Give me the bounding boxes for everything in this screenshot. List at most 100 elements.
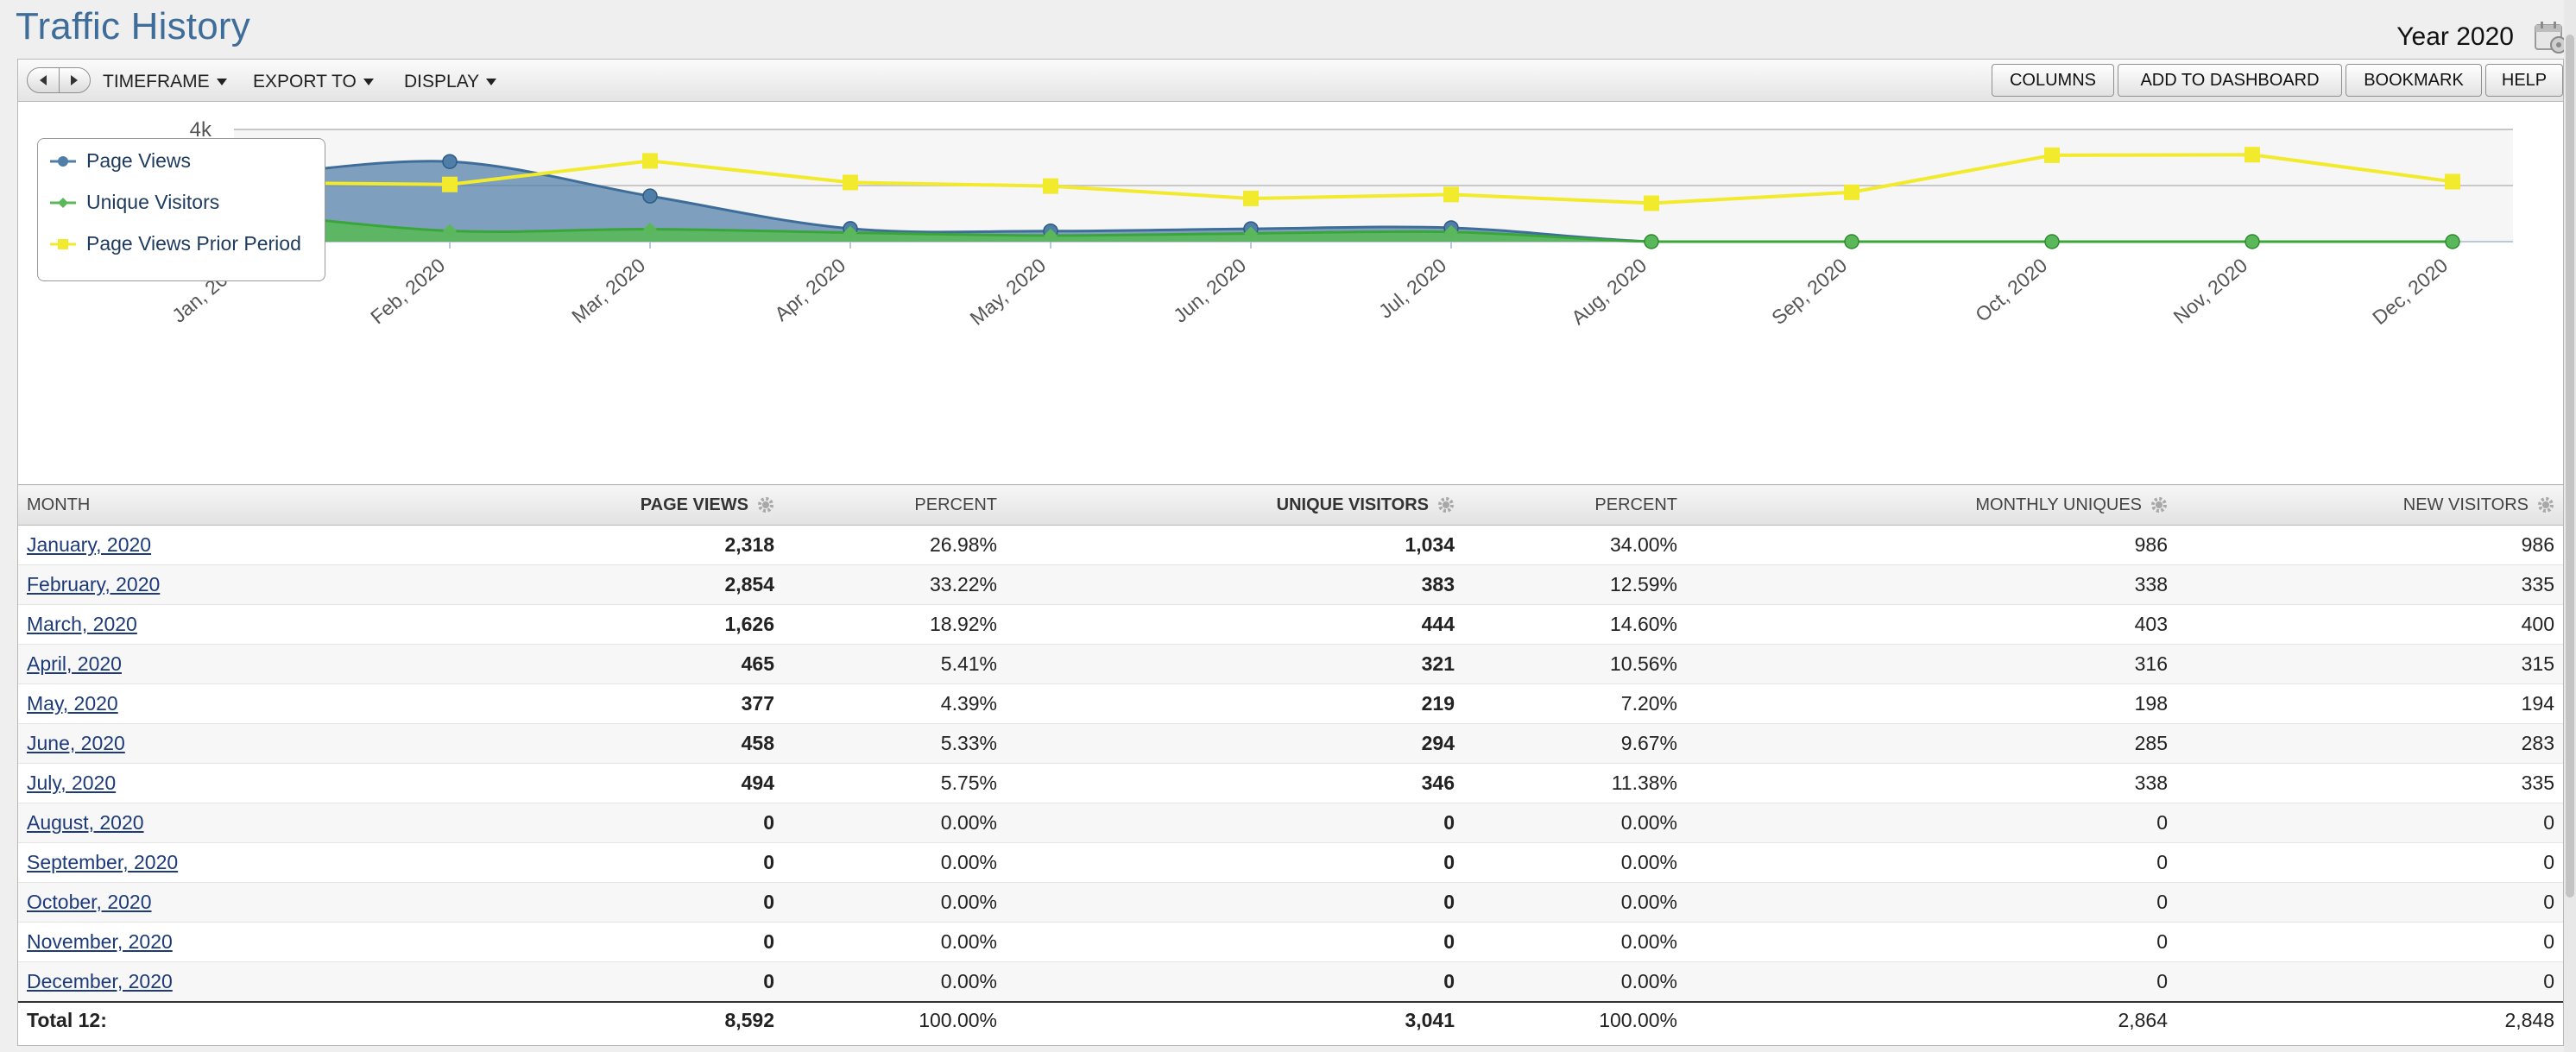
column-header-label: MONTH <box>27 495 91 514</box>
month-link[interactable]: August, 2020 <box>27 811 144 834</box>
bookmark-button[interactable]: BOOKMARK <box>2346 64 2482 97</box>
unique-visitors-point[interactable] <box>1044 228 1058 243</box>
table-total-row: Total 12: 8,592 100.00% 3,041 100.00% 2,… <box>18 1001 2563 1037</box>
prior-period-point[interactable] <box>843 174 858 191</box>
month-link[interactable]: February, 2020 <box>27 573 161 595</box>
unique-visitors-cell: 321 <box>1006 644 1463 684</box>
x-tick-label: Dec, 2020 <box>2368 254 2452 329</box>
chart-legend: Page Views Unique Visitors Page Views Pr… <box>37 138 325 281</box>
legend-item-page-views-prior-period[interactable]: Page Views Prior Period <box>50 232 301 255</box>
next-period-button[interactable] <box>59 68 90 92</box>
x-tick-label: Mar, 2020 <box>567 254 649 328</box>
column-header-label: NEW VISITORS <box>2402 495 2529 514</box>
unique-visitors-point[interactable] <box>2245 234 2260 249</box>
gear-icon[interactable] <box>1437 496 1455 513</box>
new-visitors-cell: 400 <box>2176 604 2563 645</box>
new-visitors-cell: 0 <box>2176 882 2563 923</box>
page-views-cell: 494 <box>346 763 783 803</box>
calendar-icon[interactable] <box>2533 19 2567 54</box>
prior-period-point[interactable] <box>1844 184 1859 200</box>
page-scrollbar[interactable] <box>2564 0 2576 1052</box>
monthly-uniques-cell: 338 <box>1686 763 2176 803</box>
unique-visitors-percent-cell: 14.60% <box>1463 604 1686 645</box>
column-header-unique-visitors-percent[interactable]: PERCENT <box>1463 484 1686 526</box>
month-link[interactable]: June, 2020 <box>27 732 125 754</box>
table-row: March, 2020 1,626 18.92% 444 14.60% 403 400 <box>18 604 2563 645</box>
month-link[interactable]: July, 2020 <box>27 772 117 794</box>
month-link[interactable]: November, 2020 <box>27 930 173 953</box>
page-views-point[interactable] <box>442 154 458 169</box>
legend-label: Page Views <box>86 149 192 172</box>
page-views-percent-cell: 26.98% <box>783 525 1006 565</box>
unique-visitors-cell: 444 <box>1006 604 1463 645</box>
table-row: September, 2020 0 0.00% 0 0.00% 0 0 <box>18 842 2563 883</box>
timeframe-menu[interactable]: TIMEFRAME <box>103 72 227 92</box>
prior-period-point[interactable] <box>1644 195 1659 211</box>
unique-visitors-cell: 0 <box>1006 842 1463 883</box>
monthly-uniques-cell: 0 <box>1686 842 2176 883</box>
unique-visitors-point[interactable] <box>2044 234 2060 249</box>
column-header-unique-visitors[interactable]: UNIQUE VISITORS <box>1006 484 1463 526</box>
month-link[interactable]: December, 2020 <box>27 970 173 992</box>
previous-period-button[interactable] <box>28 68 60 92</box>
add-to-dashboard-button[interactable]: ADD TO DASHBOARD <box>2118 64 2342 97</box>
month-link[interactable]: January, 2020 <box>27 533 152 556</box>
unique-visitors-point[interactable] <box>1644 234 1659 249</box>
total-page-views: 8,592 <box>346 1001 783 1037</box>
column-header-page-views[interactable]: PAGE VIEWS <box>346 484 783 526</box>
legend-item-page-views[interactable]: Page Views <box>50 149 191 173</box>
month-link[interactable]: September, 2020 <box>27 851 179 873</box>
unique-visitors-percent-cell: 0.00% <box>1463 803 1686 843</box>
month-link[interactable]: March, 2020 <box>27 613 137 635</box>
columns-button[interactable]: COLUMNS <box>1992 64 2114 97</box>
column-header-page-views-percent[interactable]: PERCENT <box>783 484 1006 526</box>
unique-visitors-point[interactable] <box>1844 234 1859 249</box>
month-link[interactable]: May, 2020 <box>27 692 118 715</box>
gear-icon[interactable] <box>757 496 774 513</box>
unique-visitors-point[interactable] <box>443 224 457 238</box>
export-to-menu[interactable]: EXPORT TO <box>253 72 374 92</box>
page-views-cell: 377 <box>346 683 783 724</box>
column-header-month[interactable]: MONTH <box>18 484 346 526</box>
page-views-percent-cell: 0.00% <box>783 961 1006 1003</box>
prior-period-point[interactable] <box>1043 178 1058 194</box>
month-link[interactable]: October, 2020 <box>27 891 152 913</box>
display-menu[interactable]: DISPLAY <box>404 72 497 92</box>
page-views-percent-cell: 5.33% <box>783 723 1006 764</box>
prior-period-point[interactable] <box>442 176 458 192</box>
column-header-new-visitors[interactable]: NEW VISITORS <box>2176 484 2563 526</box>
column-header-monthly-uniques[interactable]: MONTHLY UNIQUES <box>1686 484 2176 526</box>
period-navigation <box>27 67 91 93</box>
page-views-cell: 1,626 <box>346 604 783 645</box>
monthly-uniques-cell: 0 <box>1686 803 2176 843</box>
unique-visitors-percent-cell: 0.00% <box>1463 922 1686 962</box>
unique-visitors-point[interactable] <box>843 225 857 240</box>
help-button[interactable]: HELP <box>2485 64 2563 97</box>
prior-period-point[interactable] <box>2044 147 2060 163</box>
prior-period-point[interactable] <box>642 153 658 169</box>
prior-period-point[interactable] <box>1443 186 1459 203</box>
chevron-down-icon <box>363 79 374 85</box>
month-cell: October, 2020 <box>18 882 346 923</box>
legend-item-unique-visitors[interactable]: Unique Visitors <box>50 191 219 214</box>
page-views-percent-cell: 0.00% <box>783 882 1006 923</box>
unique-visitors-point[interactable] <box>2445 234 2460 249</box>
prior-period-point[interactable] <box>2445 173 2460 190</box>
unique-visitors-cell: 0 <box>1006 922 1463 962</box>
gear-icon[interactable] <box>2150 496 2168 513</box>
gear-icon[interactable] <box>2537 496 2554 513</box>
page-views-percent-cell: 5.41% <box>783 644 1006 684</box>
unique-visitors-point[interactable] <box>643 222 657 236</box>
page-views-percent-cell: 4.39% <box>783 683 1006 724</box>
unique-visitors-percent-cell: 7.20% <box>1463 683 1686 724</box>
scrollbar-thumb[interactable] <box>2566 35 2574 898</box>
new-visitors-cell: 986 <box>2176 525 2563 565</box>
unique-visitors-point[interactable] <box>1244 226 1258 241</box>
prior-period-point[interactable] <box>2245 147 2260 163</box>
month-link[interactable]: April, 2020 <box>27 652 122 675</box>
unique-visitors-point[interactable] <box>1444 224 1458 239</box>
table-row: August, 2020 0 0.00% 0 0.00% 0 0 <box>18 803 2563 843</box>
unique-visitors-cell: 1,034 <box>1006 525 1463 565</box>
prior-period-point[interactable] <box>1243 190 1259 206</box>
page-views-point[interactable] <box>642 188 658 204</box>
